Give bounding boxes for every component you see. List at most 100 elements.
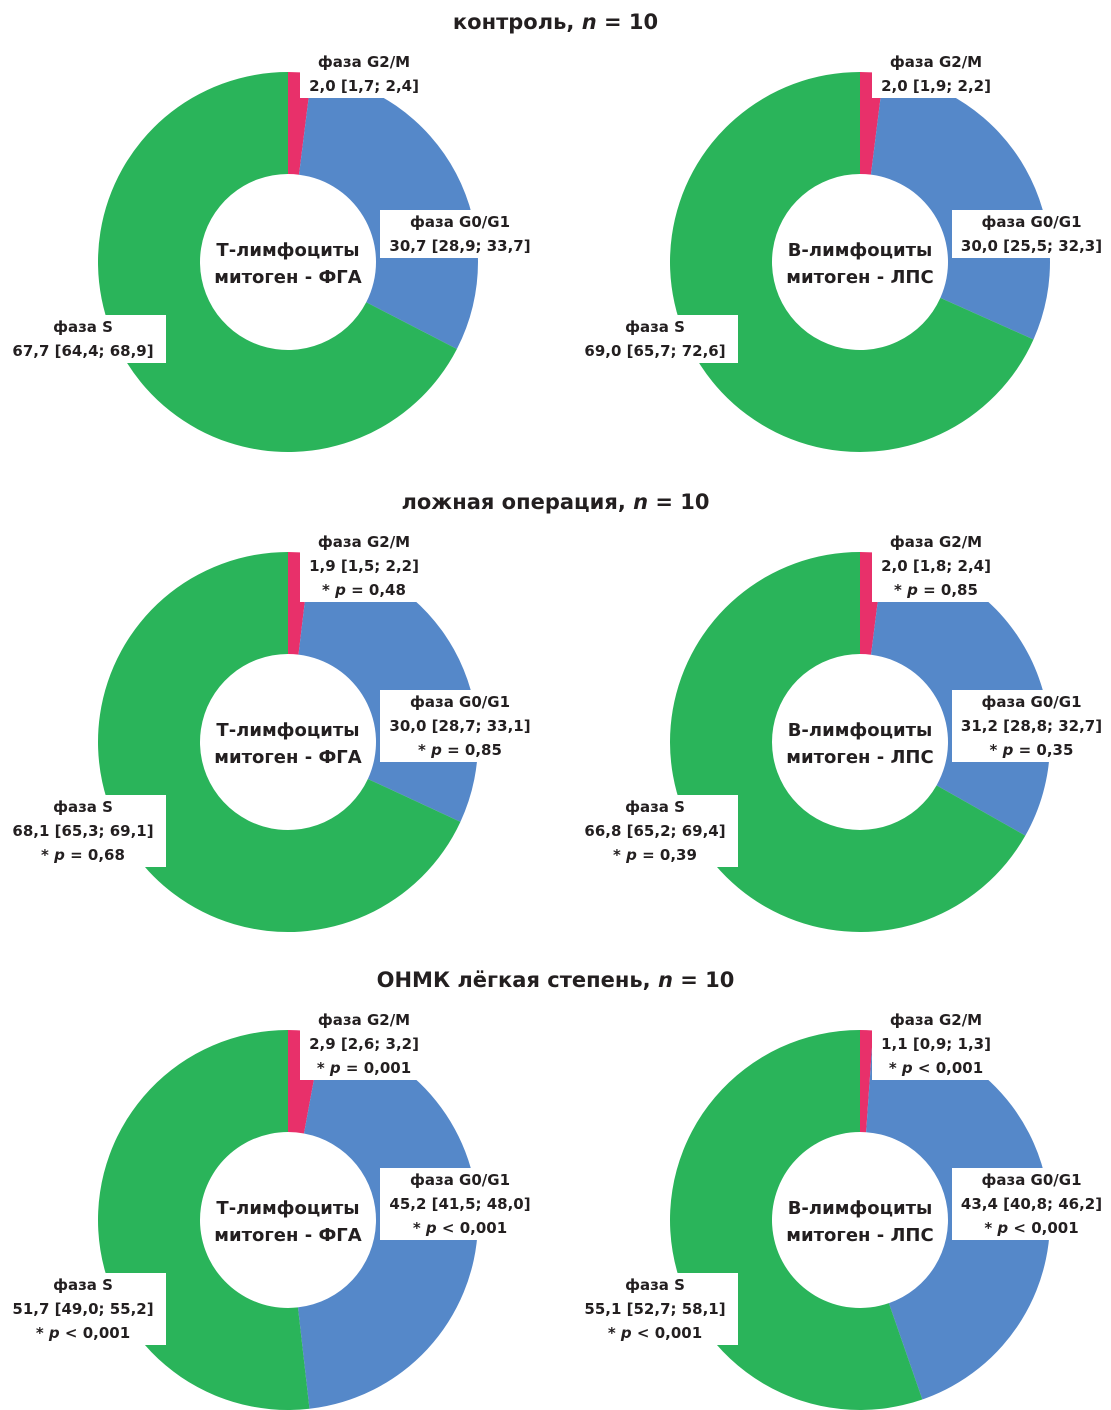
label-phase-name: фаза G2/M <box>317 53 411 71</box>
label-value: 68,1 [65,3; 69,1] <box>12 822 154 840</box>
label-s: фаза S 55,1 [52,7; 58,1] * p < 0,001 <box>572 1273 738 1345</box>
group-title-stroke: ОНМК лёгкая степень, n = 10 <box>376 968 735 992</box>
p-number: 0,001 <box>1031 1219 1079 1237</box>
label-s: фаза S 68,1 [65,3; 69,1] * p = 0,68 <box>0 795 166 867</box>
group-title-sham: ложная операция, n = 10 <box>401 490 710 514</box>
label-value: 1,9 [1,5; 2,2] <box>309 557 419 575</box>
label-p-value: * p < 0,001 <box>984 1219 1079 1237</box>
slice-s <box>98 552 461 932</box>
donut-center-label: Т-лимфоциты митоген - ФГА <box>203 1195 373 1249</box>
p-operator: = <box>447 741 460 759</box>
label-phase-name: фаза G2/M <box>889 533 983 551</box>
label-g2m: фаза G2/M 2,0 [1,9; 2,2] <box>872 50 1000 98</box>
center-label-cell-type: B-лимфоциты <box>787 720 933 741</box>
p-number: 0,48 <box>368 581 406 599</box>
label-g2m: фаза G2/M 1,9 [1,5; 2,2] * p = 0,48 <box>300 530 428 602</box>
n-label: n <box>657 968 673 992</box>
label-phase-name: фаза G0/G1 <box>409 213 511 231</box>
label-phase-name: фаза G0/G1 <box>981 213 1082 231</box>
label-s: фаза S 51,7 [49,0; 55,2] * p < 0,001 <box>0 1273 166 1345</box>
label-p-value: * p = 0,35 <box>989 741 1074 759</box>
label-p-value: * p = 0,001 <box>316 1059 412 1077</box>
center-label-cell-type: B-лимфоциты <box>787 240 933 261</box>
n-value: 10 <box>628 10 659 34</box>
p-operator: < <box>1013 1219 1026 1237</box>
label-g2m: фаза G2/M 1,1 [0,9; 1,3] * p < 0,001 <box>872 1008 1000 1080</box>
p-operator: = <box>345 1059 359 1077</box>
label-value: 30,0 [25,5; 32,3] <box>960 237 1103 255</box>
label-s: фаза S 69,0 [65,7; 72,6] <box>572 315 738 363</box>
p-operator: < <box>917 1059 931 1077</box>
p-number: 0,001 <box>363 1059 412 1077</box>
p-number: 0,001 <box>654 1324 703 1342</box>
label-value: 1,1 [0,9; 1,3] <box>881 1035 991 1053</box>
center-label-mitogen: митоген - ФГА <box>214 267 362 288</box>
label-value: 2,0 [1,7; 2,4] <box>309 77 419 95</box>
label-g0g1: фаза G0/G1 43,4 [40,8; 46,2] * p < 0,001 <box>952 1168 1111 1240</box>
p-operator: = <box>70 846 83 864</box>
p-number: 0,39 <box>659 846 697 864</box>
label-g2m: фаза G2/M 2,0 [1,8; 2,4] * p = 0,85 <box>872 530 1000 602</box>
center-label-mitogen: митоген - ЛПС <box>786 267 934 288</box>
label-g0g1: фаза G0/G1 31,2 [28,8; 32,7] * p = 0,35 <box>952 690 1111 762</box>
label-g0g1: фаза G0/G1 30,7 [28,9; 33,7] <box>380 210 540 258</box>
slice-g0g1 <box>870 73 1050 340</box>
label-phase-name: фаза S <box>625 1276 685 1294</box>
p-operator: = <box>642 846 655 864</box>
label-phase-name: фаза G2/M <box>889 53 983 71</box>
label-phase-name: фаза G0/G1 <box>981 693 1082 711</box>
slice-g2m <box>860 1030 874 1133</box>
p-operator: < <box>636 1324 650 1342</box>
label-value: 66,8 [65,2; 69,4] <box>584 822 726 840</box>
label-phase-name: фаза G0/G1 <box>981 1171 1082 1189</box>
center-label-mitogen: митоген - ЛПС <box>786 1225 934 1246</box>
label-g2m: фаза G2/M 2,9 [2,6; 3,2] * p = 0,001 <box>300 1008 428 1080</box>
label-g0g1: фаза G0/G1 45,2 [41,5; 48,0] * p < 0,001 <box>380 1168 540 1240</box>
donut-center-label: B-лимфоциты митоген - ЛПС <box>775 1195 945 1249</box>
slice-s <box>670 552 1026 932</box>
group-title-text: ОНМК лёгкая степень <box>376 968 643 992</box>
center-label-cell-type: Т-лимфоциты <box>216 240 360 261</box>
label-value: 31,2 [28,8; 32,7] <box>960 717 1103 735</box>
center-label-cell-type: Т-лимфоциты <box>216 720 360 741</box>
label-g0g1: фаза G0/G1 30,0 [28,7; 33,1] * p = 0,85 <box>380 690 540 762</box>
center-label-cell-type: Т-лимфоциты <box>216 1198 360 1219</box>
slice-s <box>98 72 457 452</box>
label-p-value: * p < 0,001 <box>607 1324 703 1342</box>
label-value: 55,1 [52,7; 58,1] <box>584 1300 726 1318</box>
p-operator: = <box>351 581 364 599</box>
n-value: 10 <box>680 490 710 514</box>
label-phase-name: фаза G2/M <box>317 1011 411 1029</box>
p-number: 0,001 <box>935 1059 984 1077</box>
donut-center-label: B-лимфоциты митоген - ЛПС <box>775 717 945 771</box>
label-g0g1: фаза G0/G1 30,0 [25,5; 32,3] <box>952 210 1111 258</box>
label-s: фаза S 67,7 [64,4; 68,9] <box>0 315 166 363</box>
label-phase-name: фаза G2/M <box>317 533 411 551</box>
p-number: 0,001 <box>459 1219 508 1237</box>
p-number: 0,85 <box>464 741 502 759</box>
label-value: 2,9 [2,6; 3,2] <box>309 1035 419 1053</box>
p-number: 0,35 <box>1036 741 1074 759</box>
label-p-value: * p = 0,68 <box>41 846 125 864</box>
label-p-value: * p < 0,001 <box>888 1059 984 1077</box>
label-p-value: * p < 0,001 <box>412 1219 508 1237</box>
label-value: 69,0 [65,7; 72,6] <box>584 342 726 360</box>
label-phase-name: фаза G0/G1 <box>409 693 511 711</box>
label-value: 43,4 [40,8; 46,2] <box>960 1195 1103 1213</box>
label-value: 45,2 [41,5; 48,0] <box>389 1195 531 1213</box>
label-value: 30,0 [28,7; 33,1] <box>389 717 531 735</box>
donut-center-label: Т-лимфоциты митоген - ФГА <box>203 717 373 771</box>
p-operator: < <box>441 1219 455 1237</box>
label-value: 51,7 [49,0; 55,2] <box>12 1300 154 1318</box>
n-label: n <box>633 490 649 514</box>
label-s: фаза S 66,8 [65,2; 69,4] * p = 0,39 <box>572 795 738 867</box>
label-phase-name: фаза S <box>53 318 113 336</box>
donut-center-label: B-лимфоциты митоген - ЛПС <box>775 237 945 291</box>
n-label: n <box>581 10 597 34</box>
group-title-text: ложная операция <box>401 490 618 514</box>
p-operator: = <box>1018 741 1032 759</box>
label-phase-name: фаза S <box>53 798 113 816</box>
label-phase-name: фаза G2/M <box>889 1011 983 1029</box>
p-operator: < <box>64 1324 78 1342</box>
